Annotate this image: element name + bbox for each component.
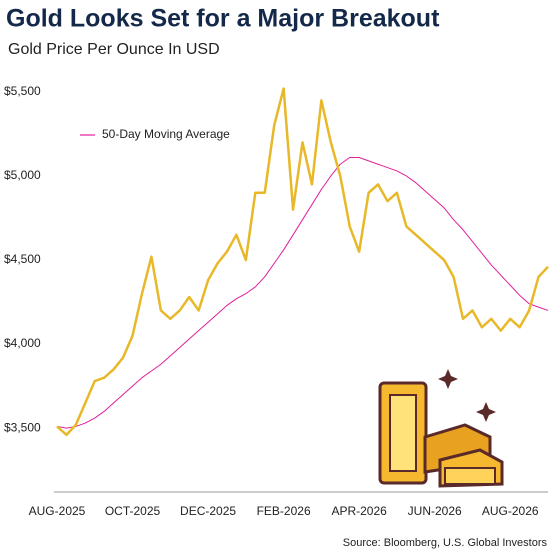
x-tick-label: AUG-2026 bbox=[482, 504, 539, 518]
x-tick-label: OCT-2025 bbox=[105, 504, 161, 518]
y-tick-label: $5,000 bbox=[4, 168, 41, 182]
y-tick-label: $4,500 bbox=[4, 252, 41, 266]
x-tick-label: AUG-2025 bbox=[29, 504, 86, 518]
chart-subtitle: Gold Price Per Ounce In USD bbox=[8, 41, 220, 58]
gold-bars-illustration bbox=[378, 369, 504, 488]
y-tick-label: $5,500 bbox=[4, 84, 41, 98]
chart-title: Gold Looks Set for a Major Breakout bbox=[6, 5, 440, 33]
legend-label: 50-Day Moving Average bbox=[102, 127, 230, 141]
x-tick-label: APR-2026 bbox=[331, 504, 387, 518]
x-tick-label: JUN-2026 bbox=[408, 504, 462, 518]
x-tick-label: FEB-2026 bbox=[257, 504, 311, 518]
series-line bbox=[56, 87, 549, 437]
series-line bbox=[56, 156, 549, 429]
x-tick-label: DEC-2025 bbox=[180, 504, 236, 518]
source: Source: Bloomberg, U.S. Global Investors bbox=[343, 537, 548, 549]
y-tick-label: $3,500 bbox=[4, 420, 41, 434]
y-tick-label: $4,000 bbox=[4, 336, 41, 350]
